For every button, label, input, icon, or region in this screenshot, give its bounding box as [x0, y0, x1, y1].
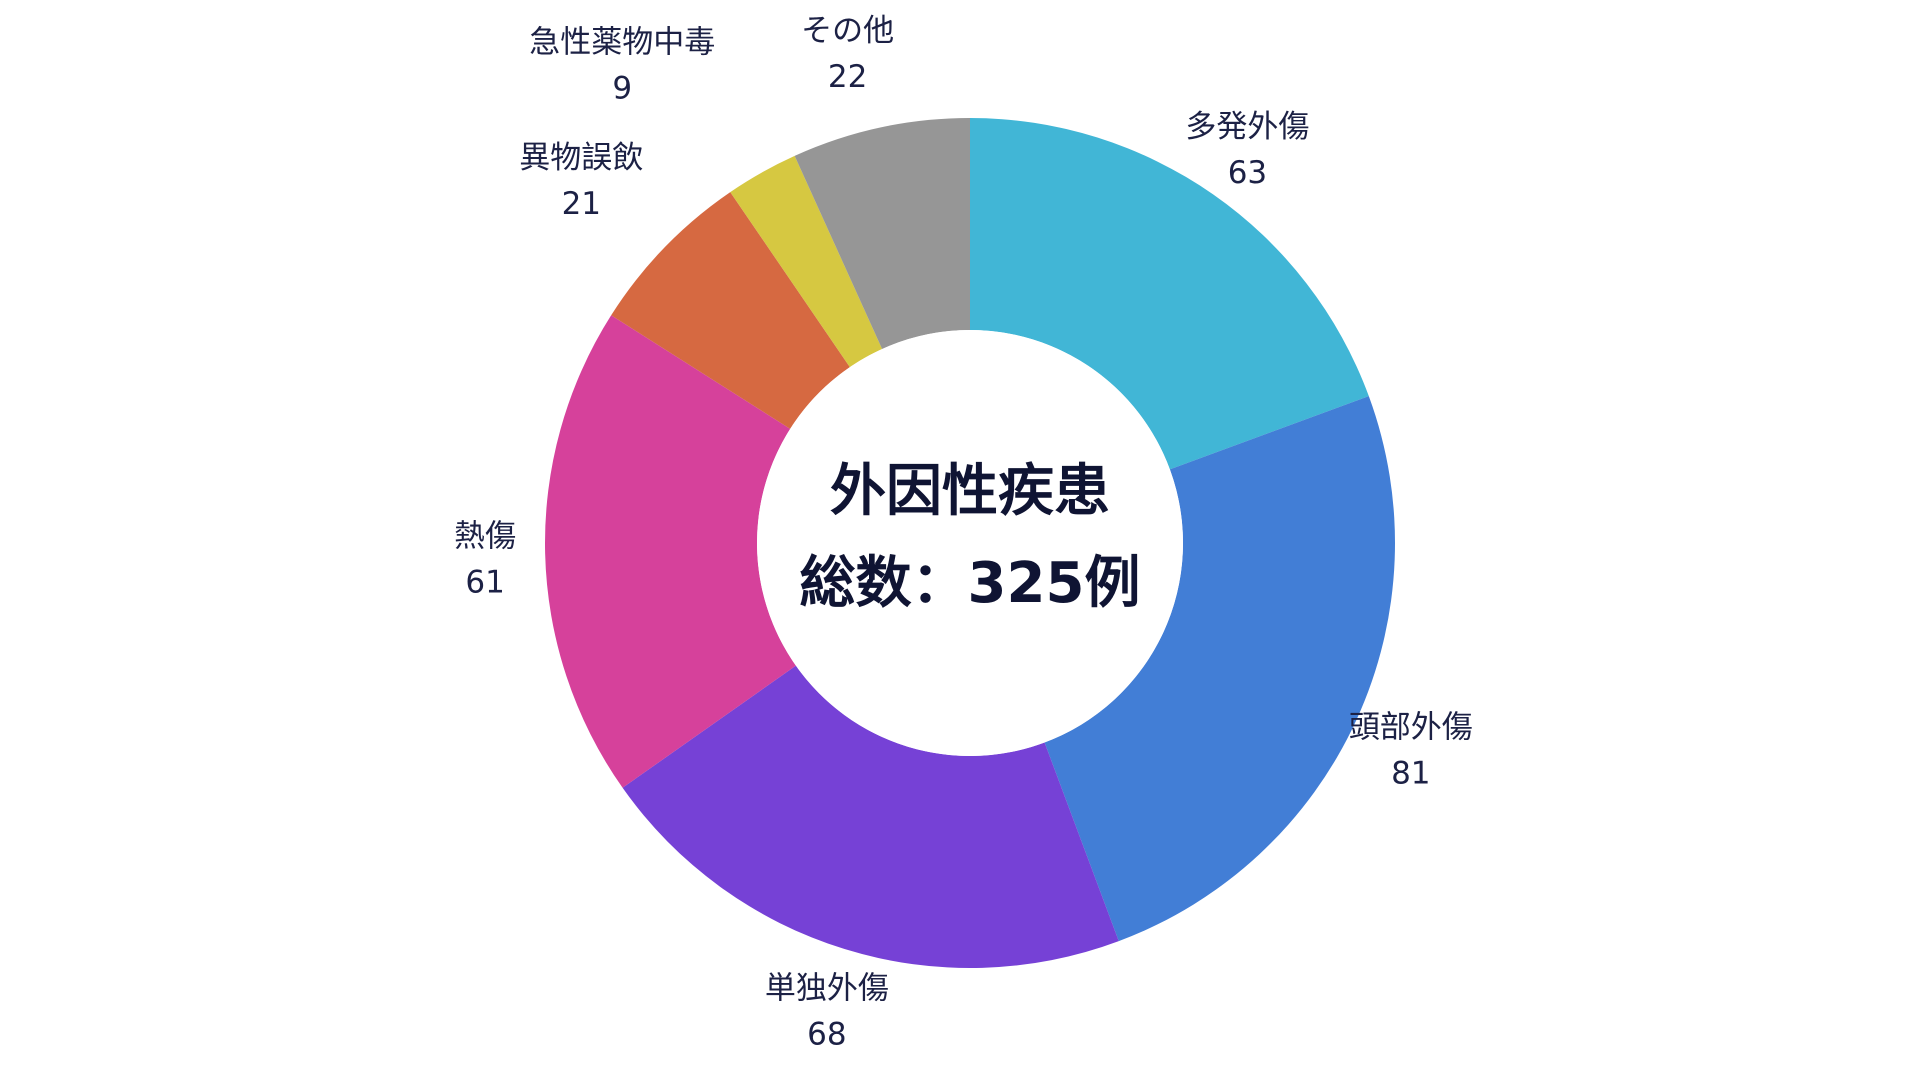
slice-value-label: 68 — [807, 1016, 846, 1052]
slice-category-label: 異物誤飲 — [519, 140, 643, 176]
slice-value-label: 81 — [1391, 755, 1430, 791]
center-total: 総数：325例 — [800, 551, 1141, 616]
slice-2 — [1044, 396, 1395, 942]
slice-label-5: 異物誤飲 21 — [519, 140, 643, 222]
slice-label-7: その他 22 — [801, 13, 894, 95]
slice-category-label: 熱傷 — [454, 519, 516, 555]
slice-value-label: 61 — [465, 565, 504, 601]
slice-value-label: 21 — [562, 186, 601, 222]
slice-label-6: 急性薬物中毒 9 — [529, 24, 715, 106]
slice-1 — [970, 118, 1369, 470]
slice-category-label: その他 — [801, 13, 894, 49]
slice-label-4: 熱傷 61 — [454, 519, 516, 601]
slice-labels: 多発外傷 63 頭部外傷 81 単独外傷 68 熱傷 61 異物誤飲 21 急性薬物中毒 9 その他 22 — [454, 13, 1473, 1052]
slice-4 — [545, 315, 796, 788]
donut-slices — [545, 118, 1395, 969]
donut-hole — [757, 330, 1183, 756]
slice-label-1: 多発外傷 63 — [1185, 109, 1309, 191]
slice-value-label: 22 — [828, 59, 867, 95]
slice-value-label: 63 — [1228, 155, 1267, 191]
donut-center: 外因性疾患 総数：325例 — [757, 330, 1183, 756]
slice-category-label: 多発外傷 — [1185, 109, 1309, 145]
slice-label-2: 頭部外傷 81 — [1349, 709, 1473, 791]
slice-category-label: 頭部外傷 — [1349, 709, 1473, 745]
slice-6 — [730, 155, 883, 368]
center-title: 外因性疾患 — [830, 459, 1110, 524]
slice-label-3: 単独外傷 68 — [765, 970, 889, 1052]
slice-5 — [611, 192, 850, 429]
slice-3 — [622, 665, 1119, 969]
slice-category-label: 単独外傷 — [765, 970, 889, 1006]
slice-7 — [794, 118, 970, 349]
slice-value-label: 9 — [612, 70, 632, 106]
slice-category-label: 急性薬物中毒 — [529, 24, 715, 60]
